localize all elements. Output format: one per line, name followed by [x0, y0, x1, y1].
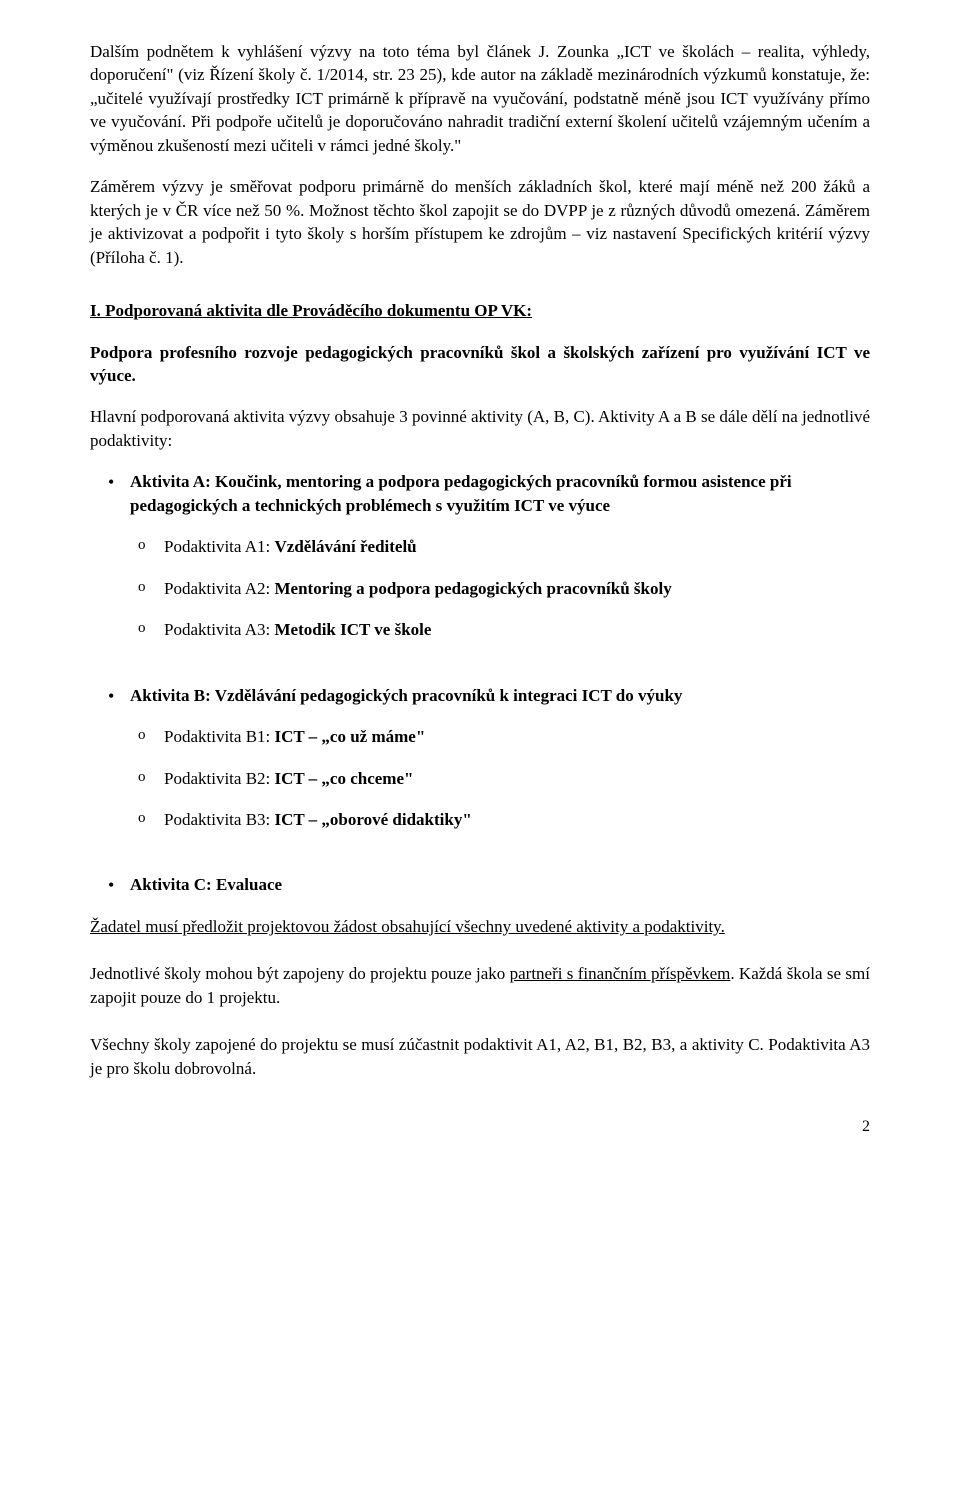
- subactivity-b1-value: ICT – „co už máme": [275, 727, 426, 746]
- section-heading-1: I. Podporovaná aktivita dle Prováděcího …: [90, 299, 870, 322]
- support-description: Podpora profesního rozvoje pedagogických…: [90, 341, 870, 388]
- schools-participation: Všechny školy zapojené do projektu se mu…: [90, 1033, 870, 1080]
- subactivity-a3-prefix: Podaktivita A3:: [164, 620, 275, 639]
- activity-list: Aktivita A: Koučink, mentoring a podpora…: [90, 470, 870, 641]
- subactivity-a2: Podaktivita A2: Mentoring a podpora peda…: [164, 577, 870, 600]
- activity-b: Aktivita B: Vzdělávání pedagogických pra…: [130, 684, 870, 832]
- schools-partner-underline: partneři s finančním příspěvkem: [510, 964, 731, 983]
- subactivity-a3-value: Metodik ICT ve škole: [275, 620, 432, 639]
- activity-b-title: Aktivita B: Vzdělávání pedagogických pra…: [130, 686, 682, 705]
- activities-intro: Hlavní podporovaná aktivita výzvy obsahu…: [90, 405, 870, 452]
- activity-a: Aktivita A: Koučink, mentoring a podpora…: [130, 470, 870, 641]
- page-number: 2: [90, 1116, 870, 1138]
- paragraph-aim: Záměrem výzvy je směřovat podporu primár…: [90, 175, 870, 269]
- activity-list-c: Aktivita C: Evaluace: [90, 873, 870, 896]
- subactivity-a1-value: Vzdělávání ředitelů: [275, 537, 417, 556]
- subactivity-a1: Podaktivita A1: Vzdělávání ředitelů: [164, 535, 870, 558]
- subactivity-a2-value: Mentoring a podpora pedagogických pracov…: [275, 579, 672, 598]
- activity-a-title: Aktivita A: Koučink, mentoring a podpora…: [130, 472, 792, 514]
- subactivity-b1-prefix: Podaktivita B1:: [164, 727, 275, 746]
- subactivity-b2-value: ICT – „co chceme": [275, 769, 414, 788]
- schools-partner-para: Jednotlivé školy mohou být zapojeny do p…: [90, 962, 870, 1009]
- subactivity-a2-prefix: Podaktivita A2:: [164, 579, 275, 598]
- subactivity-b3-prefix: Podaktivita B3:: [164, 810, 275, 829]
- subactivity-b3: Podaktivita B3: ICT – „oborové didaktiky…: [164, 808, 870, 831]
- activity-a-sublist: Podaktivita A1: Vzdělávání ředitelů Poda…: [130, 535, 870, 641]
- subactivity-a3: Podaktivita A3: Metodik ICT ve škole: [164, 618, 870, 641]
- applicant-requirement: Žadatel musí předložit projektovou žádos…: [90, 915, 870, 938]
- subactivity-a1-prefix: Podaktivita A1:: [164, 537, 275, 556]
- subactivity-b1: Podaktivita B1: ICT – „co už máme": [164, 725, 870, 748]
- subactivity-b2: Podaktivita B2: ICT – „co chceme": [164, 767, 870, 790]
- subactivity-b3-value: ICT – „oborové didaktiky": [275, 810, 472, 829]
- paragraph-intro: Dalším podnětem k vyhlášení výzvy na tot…: [90, 40, 870, 157]
- activity-c: Aktivita C: Evaluace: [130, 873, 870, 896]
- subactivity-b2-prefix: Podaktivita B2:: [164, 769, 275, 788]
- schools-partner-text-1: Jednotlivé školy mohou být zapojeny do p…: [90, 964, 510, 983]
- activity-c-title: Aktivita C: Evaluace: [130, 875, 282, 894]
- activity-list-b: Aktivita B: Vzdělávání pedagogických pra…: [90, 684, 870, 832]
- activity-b-sublist: Podaktivita B1: ICT – „co už máme" Podak…: [130, 725, 870, 831]
